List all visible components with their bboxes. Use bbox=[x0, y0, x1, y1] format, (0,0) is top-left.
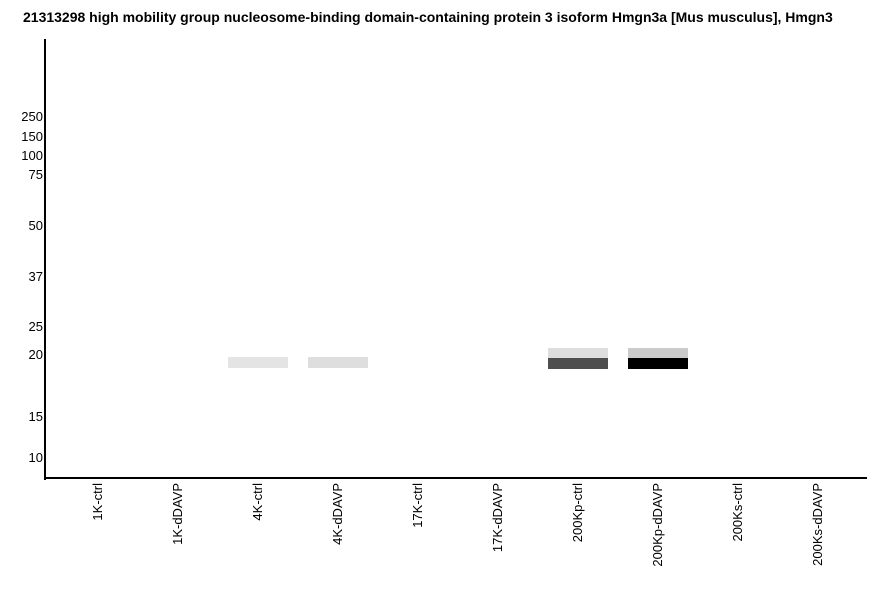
mw-marker-label: 75 bbox=[28, 167, 43, 182]
band-segment bbox=[228, 357, 288, 368]
mw-marker-label: 50 bbox=[28, 218, 43, 233]
mw-marker-label: 250 bbox=[21, 109, 43, 124]
mw-marker-label: 100 bbox=[21, 148, 43, 163]
mw-marker-label: 20 bbox=[28, 347, 43, 362]
lane-label: 4K-dDAVP bbox=[330, 483, 345, 545]
mw-marker-label: 37 bbox=[28, 269, 43, 284]
lane-label: 1K-dDAVP bbox=[170, 483, 185, 545]
lane-label: 200Ks-ctrl bbox=[730, 483, 745, 542]
lane-label: 200Kp-ctrl bbox=[570, 483, 585, 543]
band-segment bbox=[548, 358, 608, 369]
band-segment bbox=[628, 358, 688, 369]
y-axis-line bbox=[44, 39, 46, 480]
mw-marker-label: 15 bbox=[28, 409, 43, 424]
mw-marker-label: 25 bbox=[28, 319, 43, 334]
x-axis-line bbox=[44, 477, 867, 479]
lane-label: 4K-ctrl bbox=[250, 483, 265, 521]
lane-label: 17K-ctrl bbox=[410, 483, 425, 528]
lane-label: 1K-ctrl bbox=[90, 483, 105, 521]
band-segment bbox=[628, 348, 688, 358]
band-segment bbox=[548, 348, 608, 358]
lane-label: 200Kp-dDAVP bbox=[650, 483, 665, 567]
mw-marker-label: 150 bbox=[21, 129, 43, 144]
band-segment bbox=[308, 357, 368, 368]
figure-title: 21313298 high mobility group nucleosome-… bbox=[23, 9, 833, 25]
lane-label: 200Ks-dDAVP bbox=[810, 483, 825, 566]
lane-label: 17K-dDAVP bbox=[490, 483, 505, 553]
mw-marker-label: 10 bbox=[28, 450, 43, 465]
